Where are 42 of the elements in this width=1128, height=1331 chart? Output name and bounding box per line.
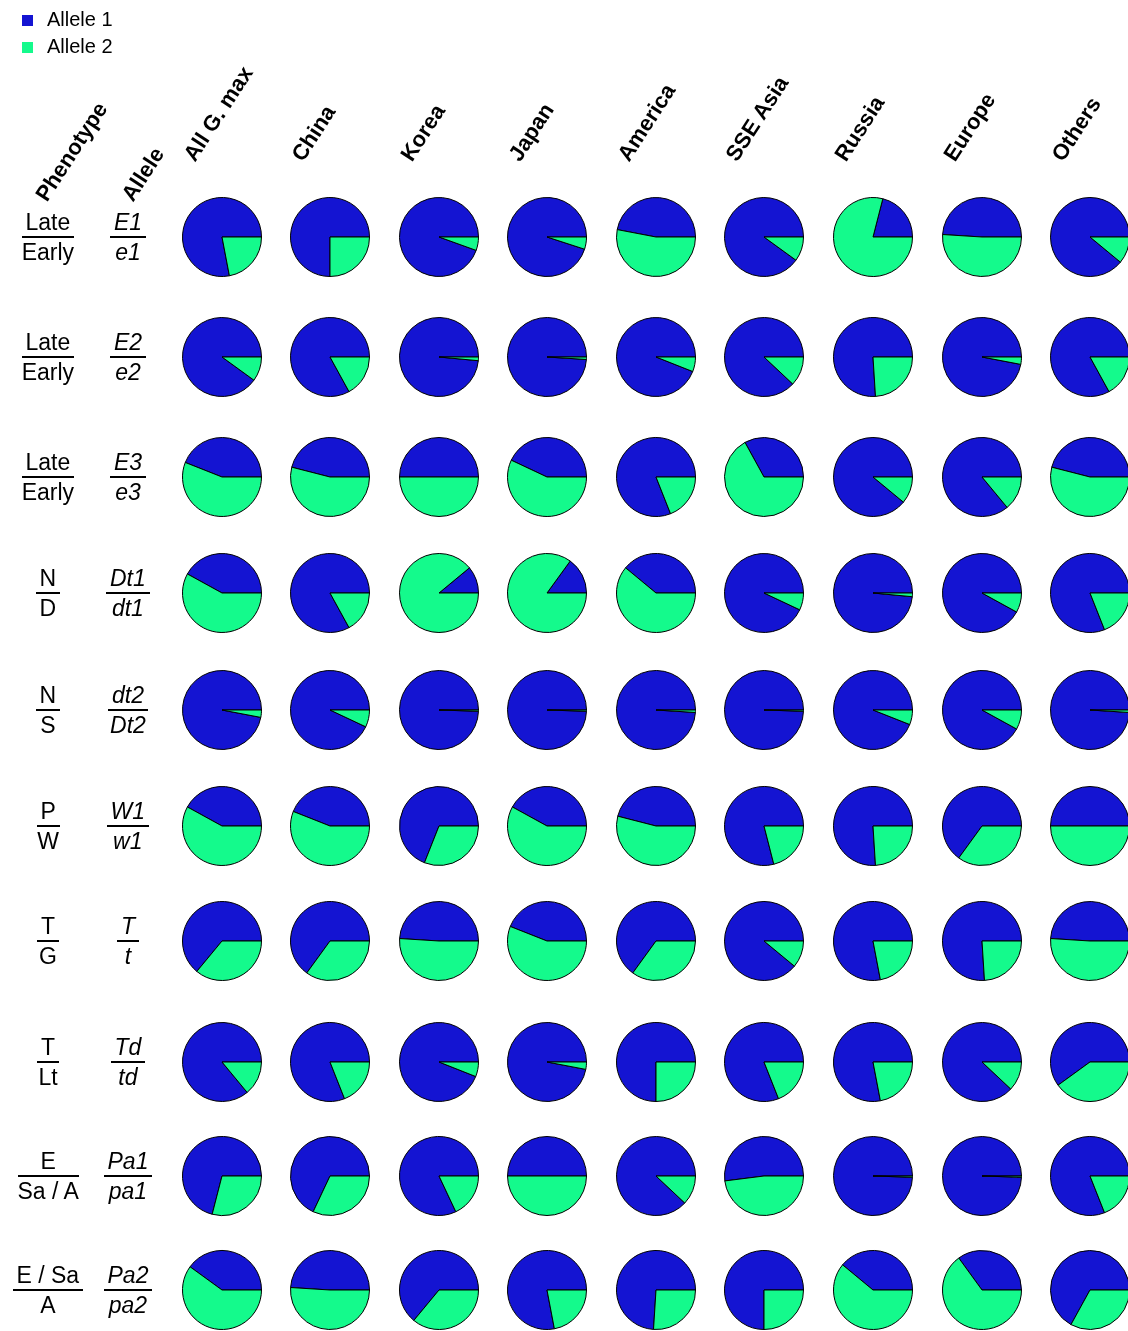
text: Dt2: [109, 711, 147, 739]
text: Pa2: [103, 1261, 153, 1291]
text: e1: [114, 238, 142, 266]
text: Lt: [37, 1063, 59, 1091]
text: e2: [114, 358, 142, 386]
text: E2: [110, 328, 147, 358]
text: td: [117, 1063, 139, 1091]
text: w1: [112, 827, 144, 855]
text: Early: [21, 358, 75, 386]
text: Late: [21, 208, 75, 238]
text: pa2: [107, 1291, 149, 1319]
text: N: [35, 681, 61, 711]
text: Early: [21, 478, 75, 506]
text: E / Sa: [12, 1261, 84, 1291]
text: Td: [110, 1033, 146, 1063]
text: dt2: [108, 681, 148, 711]
text: S: [39, 711, 57, 739]
legend-label: Allele 1: [46, 7, 113, 32]
text: Pa1: [103, 1147, 153, 1177]
text: e3: [114, 478, 142, 506]
text: Late: [21, 328, 75, 358]
text: Sa / A: [17, 1177, 79, 1205]
text: dt1: [110, 594, 145, 622]
text: Late: [21, 448, 75, 478]
text: pa1: [107, 1177, 149, 1205]
text: T: [37, 1033, 60, 1063]
text: A: [39, 1291, 57, 1319]
text: N: [35, 564, 61, 594]
text: T: [37, 912, 60, 942]
text: E3: [110, 448, 147, 478]
text: G: [38, 942, 58, 970]
text: D: [38, 594, 58, 622]
text: W1: [106, 797, 149, 827]
text: E1: [110, 208, 147, 238]
text: W: [36, 827, 60, 855]
text: t: [123, 942, 133, 970]
legend-label: Allele 2: [46, 34, 113, 59]
text: P: [36, 797, 60, 827]
text: T: [117, 912, 140, 942]
text: Dt1: [106, 564, 150, 594]
text: Early: [21, 238, 75, 266]
text: E: [17, 1147, 79, 1177]
